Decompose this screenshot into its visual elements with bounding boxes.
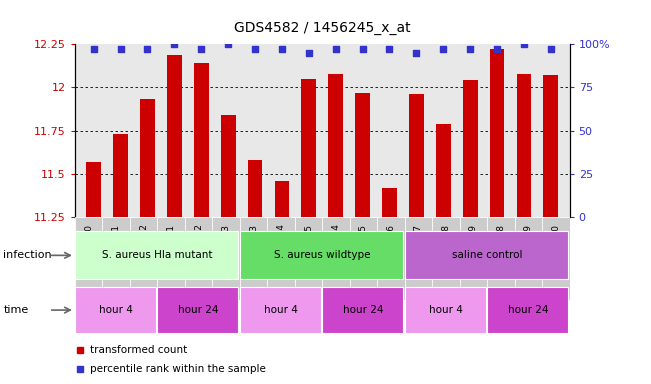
Text: hour 4: hour 4	[99, 305, 133, 315]
Text: GSM933066: GSM933066	[387, 223, 395, 278]
Bar	[350, 217, 377, 300]
Bar	[185, 217, 212, 300]
Bar	[221, 115, 236, 217]
Bar	[542, 217, 570, 300]
Point	[196, 46, 206, 52]
Bar	[247, 160, 262, 217]
Bar	[487, 287, 568, 333]
Point	[384, 46, 395, 52]
Text: infection: infection	[3, 250, 52, 260]
Bar	[140, 99, 155, 217]
Bar	[158, 287, 238, 333]
Text: GSM933058: GSM933058	[497, 223, 505, 278]
Bar	[102, 217, 130, 300]
Text: GSM933071: GSM933071	[111, 223, 120, 278]
Bar	[382, 188, 397, 217]
Text: hour 4: hour 4	[429, 305, 463, 315]
Bar	[212, 217, 240, 300]
Text: transformed count: transformed count	[90, 345, 187, 355]
Bar	[322, 287, 403, 333]
Bar	[436, 124, 450, 217]
Bar	[490, 49, 505, 217]
Text: GSM933064: GSM933064	[331, 223, 340, 278]
Point	[169, 41, 180, 47]
Text: GSM933068: GSM933068	[441, 223, 450, 278]
Text: saline control: saline control	[452, 250, 522, 260]
Bar	[377, 217, 405, 300]
Text: GSM933067: GSM933067	[414, 223, 423, 278]
Text: time: time	[3, 305, 29, 315]
Point	[492, 46, 502, 52]
Point	[331, 46, 341, 52]
Text: GSM933065: GSM933065	[359, 223, 368, 278]
Bar	[515, 217, 542, 300]
Text: hour 4: hour 4	[264, 305, 298, 315]
Bar	[130, 217, 158, 300]
Point	[89, 46, 99, 52]
Bar	[240, 217, 268, 300]
Point	[277, 46, 287, 52]
Bar	[544, 75, 558, 217]
Text: GSM933072: GSM933072	[139, 223, 148, 278]
Point	[438, 46, 449, 52]
Point	[250, 46, 260, 52]
Bar	[167, 55, 182, 217]
Bar	[268, 217, 295, 300]
Text: GSM933060: GSM933060	[551, 223, 561, 278]
Bar	[516, 73, 531, 217]
Bar	[75, 287, 156, 333]
Bar	[75, 232, 238, 279]
Bar	[240, 287, 321, 333]
Point	[143, 46, 153, 52]
Text: GSM933073: GSM933073	[249, 223, 258, 278]
Point	[115, 46, 126, 52]
Point	[411, 50, 422, 56]
Bar	[463, 81, 478, 217]
Bar	[295, 217, 322, 300]
Bar	[158, 217, 185, 300]
Text: GSM933061: GSM933061	[167, 223, 176, 278]
Bar	[301, 79, 316, 217]
Bar	[487, 217, 515, 300]
Text: GSM933062: GSM933062	[194, 223, 203, 278]
Bar	[409, 94, 424, 217]
Text: GDS4582 / 1456245_x_at: GDS4582 / 1456245_x_at	[234, 21, 411, 35]
Text: hour 24: hour 24	[508, 305, 549, 315]
Bar	[194, 63, 208, 217]
Bar	[405, 232, 568, 279]
Text: GSM933074: GSM933074	[277, 223, 286, 278]
Point	[303, 50, 314, 56]
Bar	[275, 180, 289, 217]
Bar	[87, 162, 101, 217]
Bar	[75, 217, 102, 300]
Text: S. aureus Hla mutant: S. aureus Hla mutant	[102, 250, 213, 260]
Bar	[113, 134, 128, 217]
Bar	[405, 217, 432, 300]
Text: S. aureus wildtype: S. aureus wildtype	[274, 250, 370, 260]
Text: hour 24: hour 24	[178, 305, 219, 315]
Text: GSM933069: GSM933069	[469, 223, 478, 278]
Point	[519, 41, 529, 47]
Bar	[355, 93, 370, 217]
Point	[223, 41, 233, 47]
Bar	[240, 232, 403, 279]
Point	[465, 46, 475, 52]
Text: hour 24: hour 24	[343, 305, 383, 315]
Point	[357, 46, 368, 52]
Bar	[432, 217, 460, 300]
Point	[546, 46, 556, 52]
Text: GSM933059: GSM933059	[524, 223, 533, 278]
Text: GSM933063: GSM933063	[221, 223, 230, 278]
Bar	[460, 217, 487, 300]
Bar	[322, 217, 350, 300]
Bar	[328, 73, 343, 217]
Text: GSM933070: GSM933070	[84, 223, 93, 278]
Text: GSM933075: GSM933075	[304, 223, 313, 278]
Bar	[405, 287, 486, 333]
Text: percentile rank within the sample: percentile rank within the sample	[90, 364, 266, 374]
